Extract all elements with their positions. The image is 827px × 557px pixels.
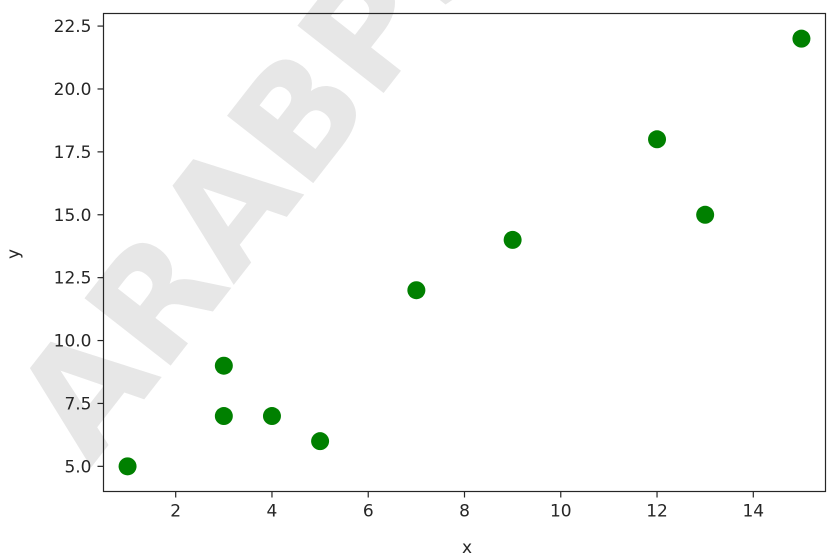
x-axis: 2 4 6 8 10 12 14 bbox=[170, 491, 764, 522]
y-tick-label: 17.5 bbox=[54, 143, 92, 163]
y-axis-label: y bbox=[4, 249, 24, 259]
x-tick-label: 10 bbox=[550, 502, 572, 522]
x-axis-label: x bbox=[462, 538, 472, 557]
data-point bbox=[792, 29, 811, 48]
data-point bbox=[696, 205, 715, 224]
y-tick-label: 12.5 bbox=[54, 269, 92, 289]
data-point bbox=[407, 281, 426, 300]
data-points bbox=[118, 29, 811, 476]
y-axis: 5.0 7.5 10.0 12.5 15.0 17.5 20.0 22.5 bbox=[54, 17, 104, 477]
y-tick-label: 15.0 bbox=[54, 206, 92, 226]
y-tick-label: 10.0 bbox=[54, 332, 92, 352]
x-tick-label: 14 bbox=[742, 502, 764, 522]
x-tick-label: 4 bbox=[267, 502, 278, 522]
y-tick-label: 7.5 bbox=[64, 394, 91, 414]
y-tick-label: 22.5 bbox=[54, 17, 92, 37]
data-point bbox=[214, 356, 233, 375]
x-tick-label: 8 bbox=[459, 502, 470, 522]
x-tick-label: 2 bbox=[170, 502, 181, 522]
data-point bbox=[311, 432, 330, 451]
data-point bbox=[262, 407, 281, 426]
data-point bbox=[214, 407, 233, 426]
y-tick-label: 5.0 bbox=[64, 457, 91, 477]
data-point bbox=[648, 130, 667, 149]
data-point bbox=[118, 457, 137, 476]
x-tick-label: 12 bbox=[646, 502, 668, 522]
data-point bbox=[503, 230, 522, 249]
y-tick-label: 20.0 bbox=[54, 80, 92, 100]
x-tick-label: 6 bbox=[363, 502, 374, 522]
